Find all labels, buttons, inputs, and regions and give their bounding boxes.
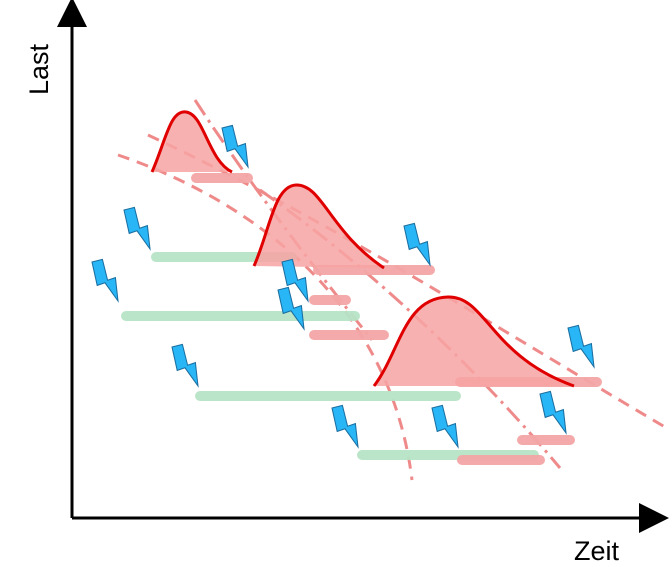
- x-axis-label: Zeit: [574, 536, 620, 566]
- lightning-bolt-icon: [403, 222, 431, 266]
- load-peak-3-outline: [372, 295, 575, 388]
- lightning-bolt-icon: [123, 206, 151, 250]
- y-axis-label: Last: [24, 43, 54, 95]
- lightning-bolt-icon: [431, 404, 459, 448]
- lightning-bolt-icon: [171, 343, 199, 387]
- load-peak-2-outline: [252, 183, 385, 270]
- dashed-curve-right: [147, 133, 671, 432]
- lightning-bolt-icon: [91, 258, 119, 302]
- load-peak-1-fill: [152, 111, 232, 172]
- load-peak-1-outline: [150, 110, 233, 174]
- lightning-bolt-icon: [539, 390, 567, 434]
- dashed-curve-left: [117, 153, 414, 481]
- lightning-bolt-icon: [331, 404, 359, 448]
- lightning-bolt-icon: [567, 324, 595, 368]
- load-peak-2-fill: [254, 184, 384, 268]
- lightning-bolt-icon: [277, 286, 305, 330]
- load-peak-3-fill: [374, 296, 574, 386]
